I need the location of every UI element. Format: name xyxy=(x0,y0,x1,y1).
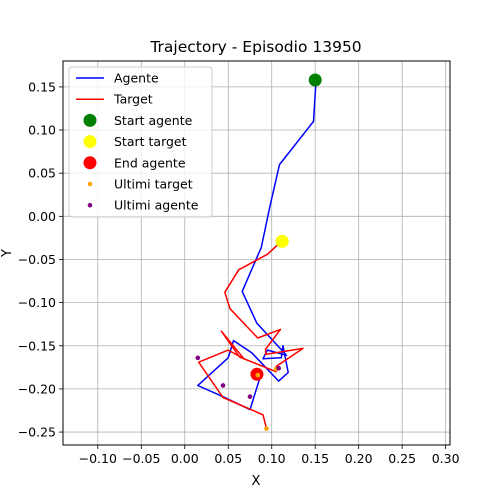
x-tick-label: −0.10 xyxy=(79,451,117,466)
y-tick-label: −0.05 xyxy=(18,252,56,267)
legend-label-ultimi-agente: Ultimi agente xyxy=(114,198,199,213)
legend-swatch-start-target xyxy=(83,135,97,149)
legend-label-start-target: Start target xyxy=(114,134,187,149)
target-line xyxy=(197,240,304,429)
x-axis-title: X xyxy=(252,474,261,489)
ultimi-target-marker xyxy=(255,372,261,378)
legend: Agente Target Start agente Start target End … xyxy=(68,66,213,218)
ultimi-agente-marker xyxy=(220,383,226,388)
y-tick-label: −0.10 xyxy=(18,295,56,310)
legend-label-agente: Agente xyxy=(114,71,159,86)
x-tick-label: 0.10 xyxy=(258,451,286,466)
legend-box xyxy=(68,66,213,218)
y-tick-label: 0.10 xyxy=(28,123,56,138)
ultimi-agente-marker xyxy=(247,394,253,399)
legend-label-target: Target xyxy=(113,92,153,107)
legend-swatch-end-agente xyxy=(83,156,97,170)
ultimi-agente-marker xyxy=(276,365,281,371)
y-tick-label: 0.05 xyxy=(28,166,56,181)
y-axis-title: Y xyxy=(0,249,15,258)
y-tick-label: −0.20 xyxy=(18,381,56,396)
start-agente-marker xyxy=(308,73,322,87)
start-target-marker xyxy=(275,234,289,248)
plot-frame xyxy=(62,60,451,446)
x-tick-label: 0.20 xyxy=(345,451,373,466)
legend-label-end-agente: End agente xyxy=(114,155,186,170)
x-tick-label: 0.25 xyxy=(388,451,416,466)
plot-markers xyxy=(195,73,322,431)
x-tick-label: 0.05 xyxy=(214,451,242,466)
x-tick-label: 0.15 xyxy=(301,451,329,466)
ultimi-target-marker xyxy=(264,426,269,431)
legend-label-ultimi-target: Ultimi target xyxy=(114,177,193,192)
plot-series xyxy=(197,79,317,429)
y-tick-label: −0.25 xyxy=(18,425,56,440)
x-tick-label: 0.00 xyxy=(171,451,199,466)
x-tick-label: −0.05 xyxy=(122,451,160,466)
legend-swatch-ultimi-agente xyxy=(87,202,93,208)
y-tick-label: 0.00 xyxy=(28,209,56,224)
ultimi-agente-marker xyxy=(195,355,201,361)
legend-label-start-agente: Start agente xyxy=(114,113,193,128)
legend-swatch-ultimi-target xyxy=(87,181,93,187)
legend-swatch-start-agente xyxy=(83,113,97,127)
y-tick-label: 0.15 xyxy=(28,79,56,94)
chart-title: Trajectory - Episodio 13950 xyxy=(149,38,361,56)
axis-ticks: −0.10 −0.05 0.00 0.05 0.10 0.15 0.20 0.25 0.30 0.… xyxy=(18,79,460,466)
x-tick-label: 0.30 xyxy=(432,451,460,466)
y-tick-label: −0.15 xyxy=(18,338,56,353)
